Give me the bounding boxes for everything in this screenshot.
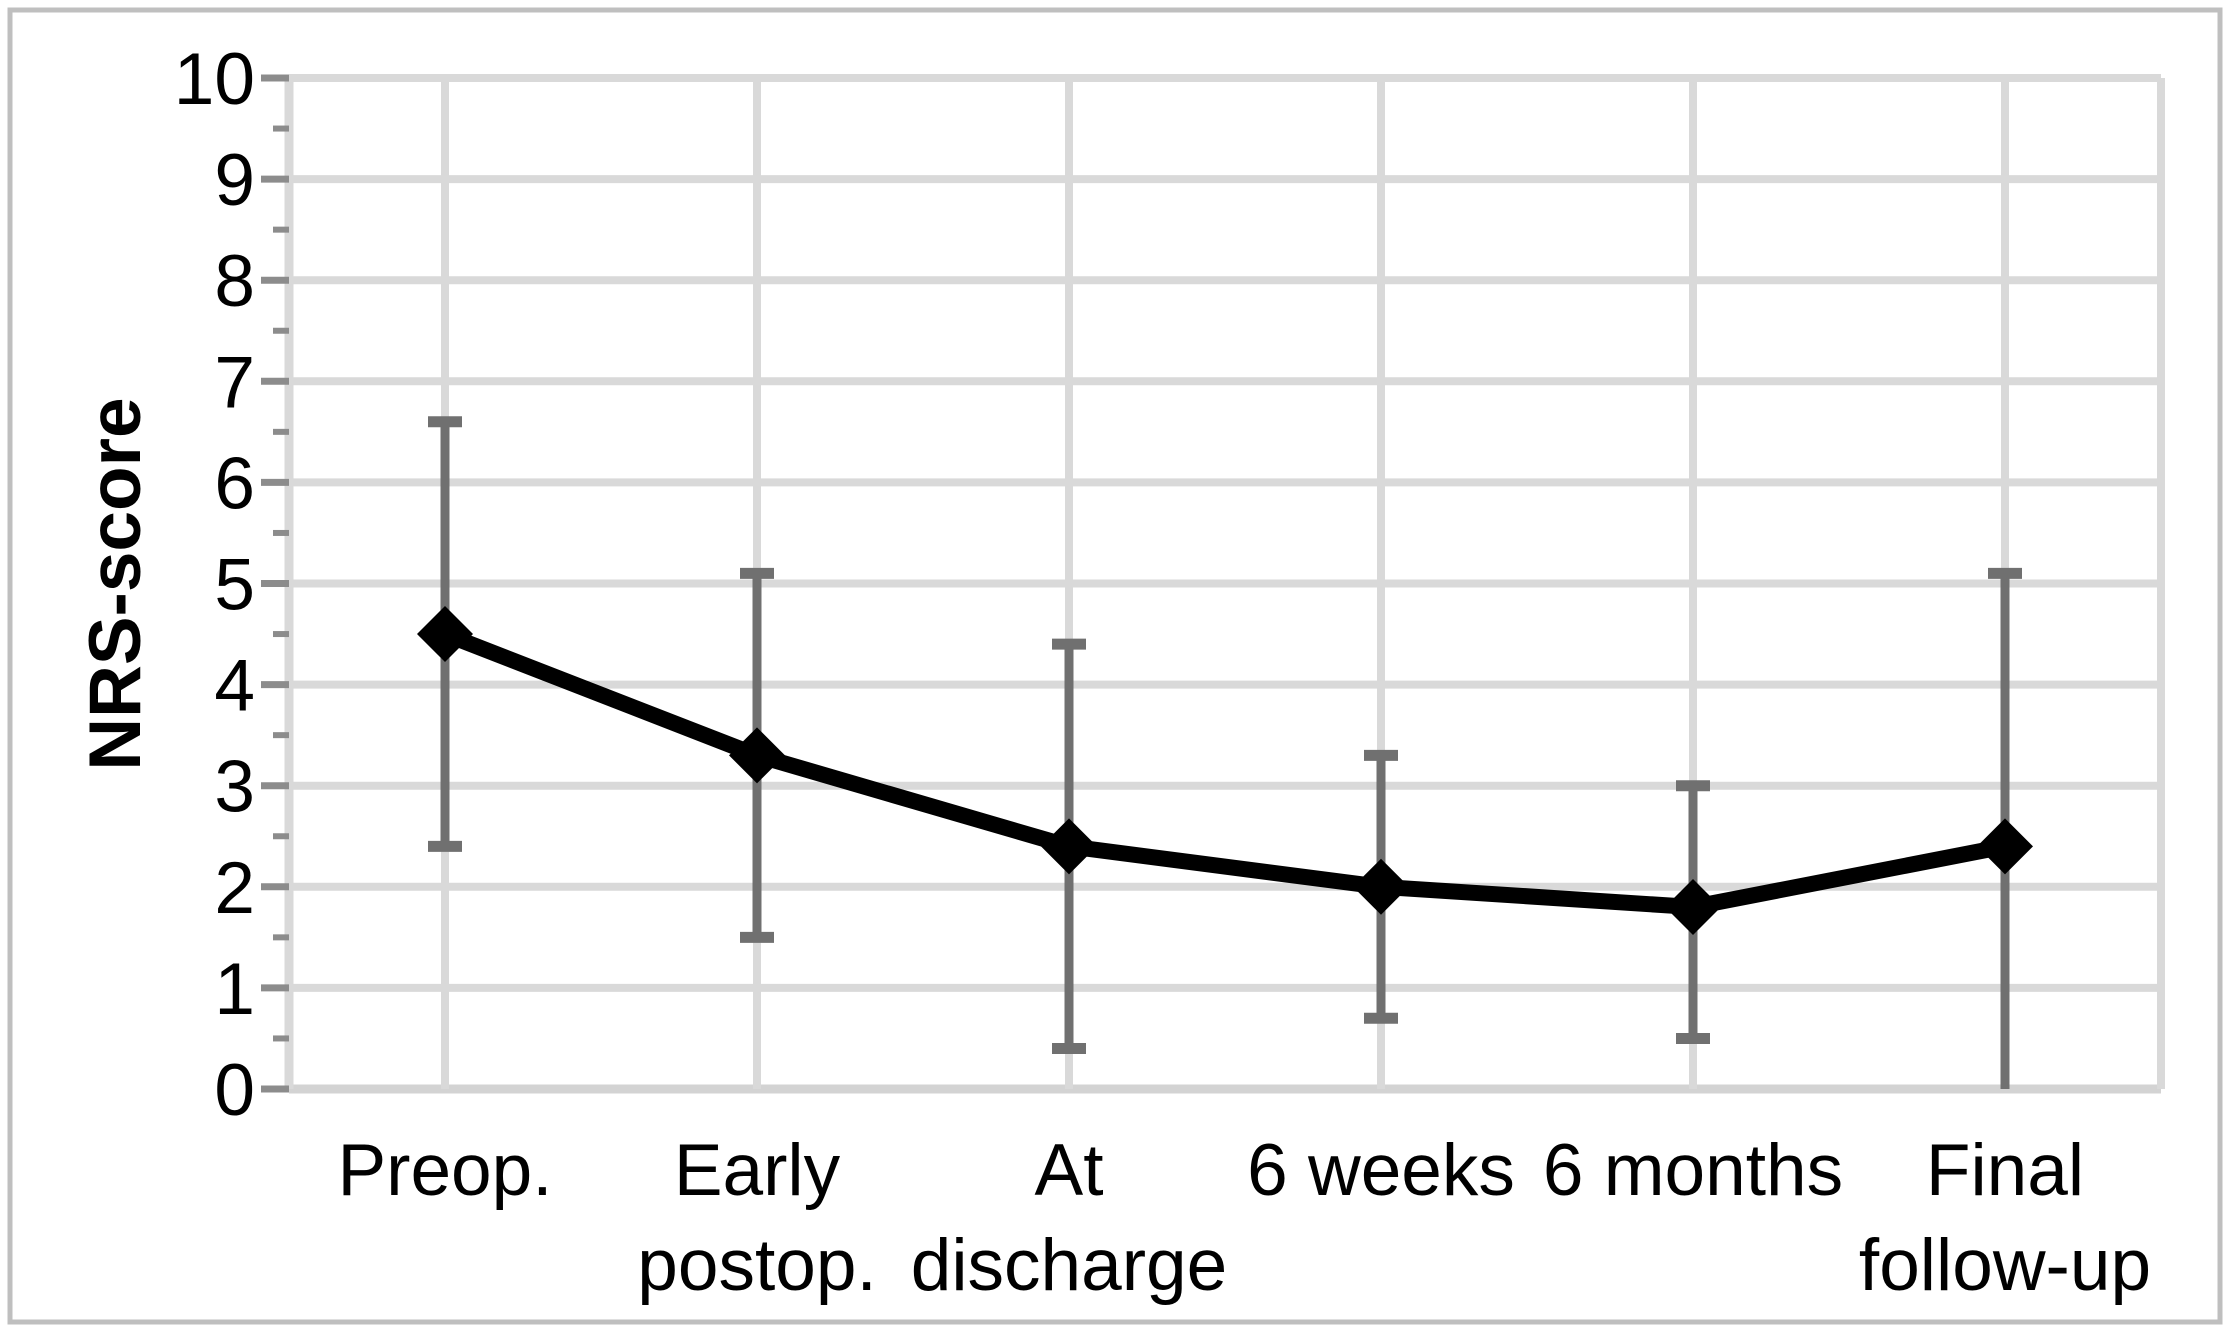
- y-tick-label: 2: [214, 848, 255, 929]
- y-tick-label: 6: [214, 443, 255, 524]
- category-label: postop.: [637, 1225, 876, 1306]
- data-point-marker: [1041, 818, 1097, 875]
- y-tick-label: 9: [214, 140, 255, 221]
- y-tick-label: 3: [214, 747, 255, 828]
- category-label: At: [1035, 1130, 1104, 1211]
- category-label: Early: [674, 1130, 841, 1211]
- y-tick-label: 1: [214, 949, 255, 1030]
- data-point-marker: [1353, 858, 1409, 915]
- y-tick-label: 10: [174, 39, 255, 120]
- y-tick-label: 4: [214, 646, 255, 727]
- data-point-marker: [1977, 818, 2033, 875]
- data-point-marker: [729, 727, 785, 784]
- category-label: 6 months: [1543, 1130, 1843, 1211]
- y-tick-label: 8: [214, 241, 255, 322]
- category-label: Final: [1926, 1130, 2084, 1211]
- y-axis-title: NRS-score: [75, 397, 156, 770]
- figure-border: [7, 7, 2223, 1325]
- y-tick-label: 0: [214, 1050, 255, 1131]
- y-tick-label: 5: [214, 545, 255, 626]
- category-label: discharge: [911, 1225, 1228, 1306]
- data-point-marker: [417, 606, 473, 663]
- category-label: 6 weeks: [1247, 1130, 1515, 1211]
- series-line: [442, 626, 2007, 916]
- y-tick-label: 7: [214, 342, 255, 423]
- category-label: Preop.: [337, 1130, 552, 1211]
- category-label: follow-up: [1859, 1225, 2151, 1306]
- data-point-marker: [1665, 879, 1721, 936]
